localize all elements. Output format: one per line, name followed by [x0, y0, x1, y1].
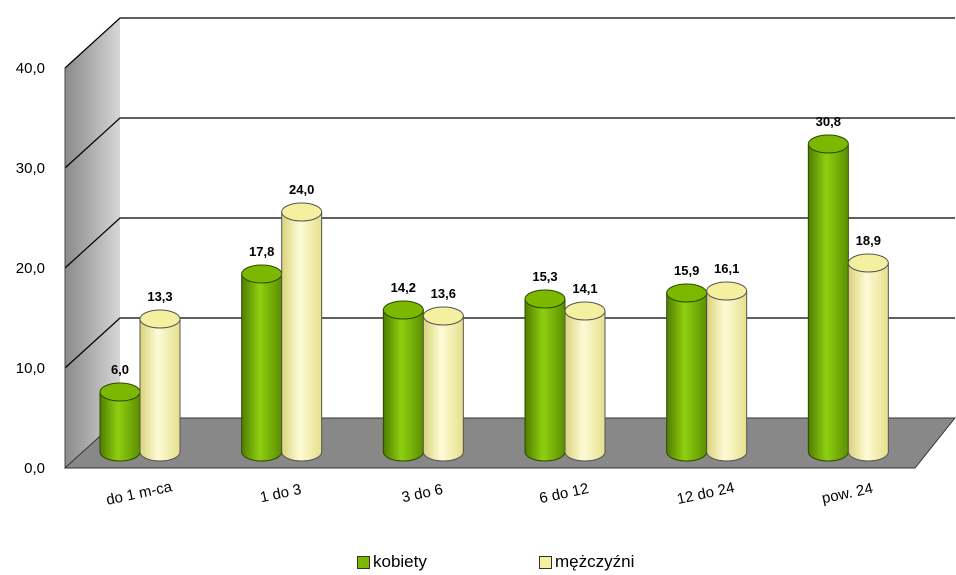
- y-tick-label: 0,0: [24, 460, 45, 477]
- bar-top: [666, 283, 708, 303]
- x-tick-label: do 1 m-ca: [105, 478, 174, 509]
- bar-body: [139, 318, 181, 462]
- x-tick-label: 1 do 3: [259, 481, 303, 506]
- data-label-kobiety: 17,8: [249, 244, 274, 259]
- bar-body: [564, 310, 606, 462]
- legend-item-mezczyzni: mężczyźni: [539, 552, 634, 572]
- bar-top: [564, 301, 606, 321]
- legend: kobiety mężczyźni: [0, 552, 956, 574]
- bar-kobiety: [99, 382, 141, 462]
- bar-kobiety: [666, 283, 708, 462]
- bar-mezczyzni: [847, 253, 889, 462]
- gridline: [64, 217, 955, 269]
- bar-body: [281, 211, 323, 462]
- data-label-kobiety: 15,9: [674, 263, 699, 278]
- bar-kobiety: [241, 264, 283, 462]
- bar-body: [706, 290, 748, 462]
- legend-label-kobiety: kobiety: [373, 552, 427, 571]
- y-tick-label: 30,0: [16, 160, 45, 177]
- bar-mezczyzni: [706, 281, 748, 462]
- data-label-mezczyzni: 24,0: [289, 182, 314, 197]
- bar-kobiety: [382, 300, 424, 462]
- data-label-mezczyzni: 13,3: [147, 289, 172, 304]
- bar-body: [847, 262, 889, 462]
- data-label-kobiety: 14,2: [391, 280, 416, 295]
- data-label-kobiety: 30,8: [816, 114, 841, 129]
- bar-top: [807, 134, 849, 154]
- x-tick-label: pow. 24: [820, 480, 874, 507]
- data-label-mezczyzni: 14,1: [572, 281, 597, 296]
- bar-top: [422, 306, 464, 326]
- data-label-mezczyzni: 18,9: [856, 233, 881, 248]
- bar-mezczyzni: [564, 301, 606, 462]
- bar-body: [382, 309, 424, 462]
- legend-swatch-mezczyzni: [539, 555, 552, 569]
- legend-item-kobiety: kobiety: [357, 552, 427, 572]
- bar-top: [706, 281, 748, 301]
- bar-mezczyzni: [281, 202, 323, 462]
- bar-kobiety: [524, 289, 566, 462]
- bar-top: [524, 289, 566, 309]
- x-tick-label: 12 do 24: [675, 479, 736, 508]
- bar-top: [241, 264, 283, 284]
- x-tick-label: 6 do 12: [538, 480, 590, 507]
- bar-mezczyzni: [422, 306, 464, 462]
- bar-body: [666, 292, 708, 462]
- data-label-mezczyzni: 16,1: [714, 261, 739, 276]
- bar-body: [422, 315, 464, 462]
- bar-top: [382, 300, 424, 320]
- bar-kobiety: [807, 134, 849, 462]
- data-label-kobiety: 15,3: [532, 269, 557, 284]
- bar-body: [241, 273, 283, 462]
- bar-top: [99, 382, 141, 402]
- bar-body: [807, 143, 849, 462]
- data-label-mezczyzni: 13,6: [431, 286, 456, 301]
- gridline: [64, 117, 955, 169]
- y-tick-label: 10,0: [16, 360, 45, 377]
- gridline: [64, 17, 955, 69]
- data-label-kobiety: 6,0: [111, 362, 129, 377]
- legend-label-mezczyzni: mężczyźni: [555, 552, 635, 571]
- bar-body: [524, 298, 566, 462]
- y-tick-label: 20,0: [16, 260, 45, 277]
- bar-top: [281, 202, 323, 222]
- x-tick-label: 3 do 6: [400, 481, 444, 506]
- bar-top: [847, 253, 889, 273]
- legend-swatch-kobiety: [357, 555, 370, 569]
- bar-top: [139, 309, 181, 329]
- bar-mezczyzni: [139, 309, 181, 462]
- bar-body: [99, 391, 141, 462]
- y-tick-label: 40,0: [16, 60, 45, 77]
